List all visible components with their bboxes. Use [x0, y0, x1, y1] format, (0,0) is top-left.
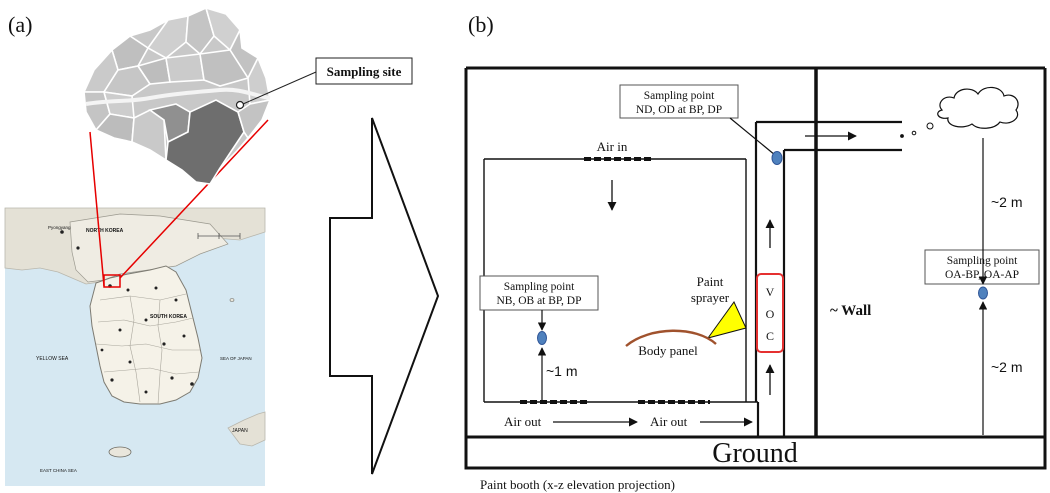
voc-box [756, 273, 784, 353]
han-river [85, 87, 271, 106]
sampling-booth-line1: Sampling point [504, 281, 575, 293]
sampling-site-marker [235, 100, 245, 110]
map-label-sea-of-japan: SEA OF JAPAN [220, 356, 252, 361]
sampling-outdoor-line2: OA-BP, OA-AP [945, 269, 1019, 281]
ground-label: Ground [712, 438, 798, 469]
province-lines [95, 293, 200, 405]
body-panel-curve [625, 329, 717, 347]
district-dark-east [165, 99, 245, 185]
voc-letter-v: V [766, 285, 775, 299]
city-dots [60, 230, 194, 394]
japan-landmass [227, 411, 266, 447]
panel-b: (b) Ground Paint booth (x-z elevation pr… [464, 12, 1047, 492]
map-label-east-china-sea: EAST CHINA SEA [40, 468, 77, 473]
seoul-district-map [82, 6, 272, 185]
sampling-site-callout: Sampling site [327, 64, 402, 79]
locator-line-right [119, 119, 269, 279]
height-label-booth: ~1 m [546, 363, 578, 379]
map-label-north-korea: NORTH KOREA [86, 228, 124, 234]
locator-line-left [89, 131, 105, 287]
sampling-callout-outdoor: Sampling point OA-BP, OA-AP [924, 249, 1040, 285]
air-out-label-right: Air out [650, 414, 688, 429]
sampling-callout-duct: Sampling point ND, OD at BP, DP [619, 84, 776, 156]
sampling-duct-line2: ND, OD at BP, DP [636, 104, 722, 116]
voc-letter-o: O [766, 307, 775, 321]
height-label-outdoor-bottom: ~2 m [991, 359, 1023, 375]
sample-dot-outdoor [978, 286, 988, 300]
sampling-duct-line1: Sampling point [644, 90, 715, 102]
paint-sprayer-label-line1: Paint [697, 274, 724, 289]
voc-letter-c: C [766, 329, 774, 343]
panel-a-label: (a) [8, 12, 32, 37]
map-label-yellow-sea: YELLOW SEA [36, 356, 69, 362]
air-out-label-left: Air out [504, 414, 542, 429]
air-in-label: Air in [597, 139, 628, 154]
transition-arrow [329, 117, 440, 475]
body-panel-label: Body panel [638, 343, 698, 358]
south-korea-landmass [89, 265, 203, 405]
exhaust-puffs [900, 122, 934, 138]
map-label-japan: JAPAN [232, 428, 248, 434]
sampling-site-callout-box [315, 57, 413, 85]
sampling-callout-booth: Sampling point NB, OB at BP, DP [479, 275, 599, 331]
jeju-island [108, 446, 132, 458]
height-label-outdoor-top: ~2 m [991, 194, 1023, 210]
panel-b-label: (b) [468, 12, 494, 37]
ulleung-island [229, 298, 235, 302]
korea-map: Pyongyang NORTH KOREA SOUTH KOREA YELLOW… [4, 207, 266, 486]
paint-sprayer-icon [706, 301, 747, 339]
wall-label: ~ Wall [830, 303, 871, 319]
sampling-booth-line2: NB, OB at BP, DP [497, 295, 582, 307]
sampling-outdoor-line1: Sampling point [947, 255, 1018, 267]
panel-a: (a) [4, 6, 413, 486]
sampling-site-leader [242, 71, 317, 105]
scale-bar [197, 233, 241, 239]
paint-sprayer-label-line2: sprayer [691, 290, 730, 305]
map-label-south-korea: SOUTH KOREA [150, 314, 187, 320]
map-label-pyongyang: Pyongyang [48, 225, 71, 230]
sample-dot-booth [537, 331, 547, 345]
ground-band [464, 435, 1047, 470]
exhaust-cloud [937, 86, 1019, 129]
figure-caption: Paint booth (x-z elevation projection) [480, 477, 675, 492]
sample-dot-duct [771, 151, 783, 165]
outer-frame [464, 66, 1047, 437]
